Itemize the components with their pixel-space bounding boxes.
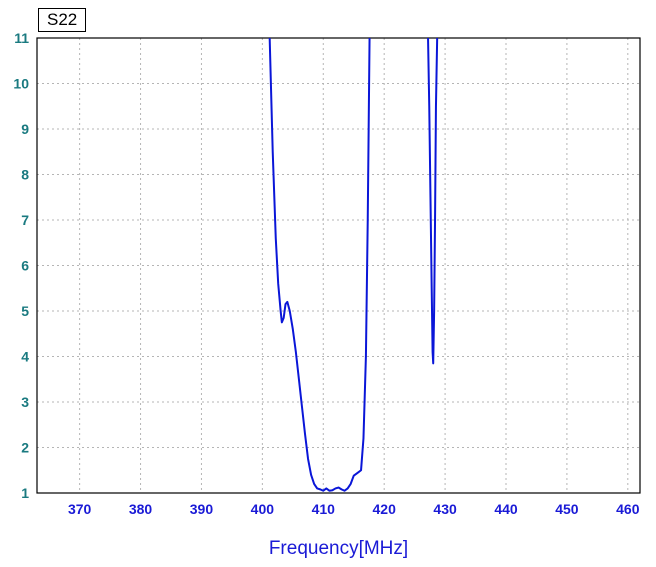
y-tick-label: 7	[21, 212, 29, 228]
y-tick-label: 4	[21, 349, 29, 365]
y-tick-label: 2	[21, 440, 29, 456]
x-tick-label: 430	[433, 501, 457, 517]
y-tick-label: 10	[13, 76, 29, 92]
x-tick-label: 410	[312, 501, 336, 517]
series-tag: S22	[38, 8, 87, 32]
y-tick-label: 9	[21, 121, 29, 137]
plot-frame	[36, 37, 641, 494]
x-tick-label: 460	[616, 501, 640, 517]
y-tick-label: 1	[21, 485, 29, 501]
y-tick-label: 3	[21, 394, 29, 410]
x-tick-label: 450	[555, 501, 579, 517]
x-tick-label: 400	[251, 501, 275, 517]
y-tick-label: 6	[21, 258, 29, 274]
y-tick-label: 8	[21, 167, 29, 183]
x-tick-label: 440	[494, 501, 518, 517]
series-line	[427, 38, 439, 365]
y-tick-label: 5	[21, 303, 29, 319]
x-axis-label: Frequency[MHz]	[269, 538, 408, 559]
x-tick-label: 370	[68, 501, 92, 517]
x-tick-label: 420	[373, 501, 397, 517]
y-tick-label: 11	[14, 30, 29, 46]
series-line	[268, 38, 371, 492]
x-tick-label: 380	[129, 501, 153, 517]
x-tick-label: 390	[190, 501, 214, 517]
